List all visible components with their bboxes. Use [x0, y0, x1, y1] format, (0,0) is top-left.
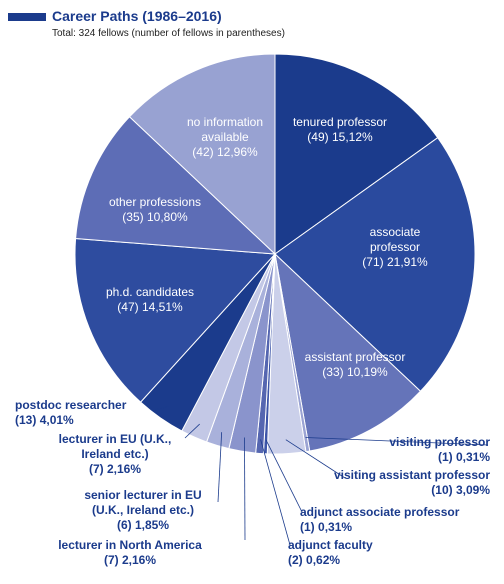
percent-label: 14,51% [141, 300, 183, 314]
percent-label: 1,85% [134, 518, 170, 532]
category-label: senior lecturer in EU (U.K., Ireland etc… [84, 488, 202, 517]
leader-line [184, 423, 200, 439]
leader-line [305, 437, 489, 446]
leader-line [285, 439, 346, 479]
category-label: other professions [108, 195, 202, 209]
pie-slice [74, 237, 277, 403]
category-label: associate professor [369, 225, 421, 254]
count-label: (6) [116, 518, 132, 532]
leader-line [265, 439, 303, 513]
chart-subtitle: Total: 324 fellows (number of fellows in… [52, 28, 285, 39]
count-label: (33) [322, 365, 344, 379]
slice-label: postdoc researcher (13) 4,01% [15, 398, 155, 428]
slice-label: lecturer in North America (7) 2,16% [30, 538, 230, 568]
percent-label: 0,62% [306, 553, 341, 567]
slice-label: assistant professor (33) 10,19% [300, 350, 410, 380]
pie-slice [274, 137, 476, 392]
percent-label: 10,80% [146, 210, 188, 224]
category-label: visiting professor [389, 435, 490, 449]
chart-title: Career Paths (1986–2016) [52, 8, 222, 24]
category-label: lecturer in EU (U.K., Ireland etc.) [58, 432, 172, 461]
count-label: (71) [362, 255, 384, 269]
slice-label: other professions (35) 10,80% [95, 195, 215, 225]
pie-slice [128, 53, 276, 256]
count-label: (49) [307, 130, 329, 144]
percent-label: 12,96% [216, 145, 258, 159]
count-label: (7) [88, 462, 104, 476]
percent-label: 0,31% [318, 520, 353, 534]
slice-label: tenured professor (49) 15,12% [285, 115, 395, 145]
count-label: (1) [437, 450, 453, 464]
count-label: (35) [122, 210, 144, 224]
category-label: adjunct faculty [288, 538, 373, 552]
pie-slice [75, 116, 277, 255]
slice-label: lecturer in EU (U.K., Ireland etc.) (7) 2… [40, 432, 190, 477]
percent-label: 10,19% [346, 365, 388, 379]
slice-label: no information available (42) 12,96% [170, 115, 280, 160]
percent-label: 21,91% [386, 255, 428, 269]
slice-label: ph.d. candidates (47) 14,51% [95, 285, 205, 315]
percent-label: 2,16% [121, 553, 157, 567]
slice-label: visiting assistant professor (10) 3,09% [310, 468, 490, 498]
slice-label: senior lecturer in EU (U.K., Ireland etc… [68, 488, 218, 533]
category-label: adjunct associate professor [300, 505, 460, 519]
category-label: postdoc researcher [15, 398, 127, 412]
count-label: (1) [300, 520, 315, 534]
count-label: (10) [431, 483, 453, 497]
count-label: (2) [288, 553, 303, 567]
category-label: visiting assistant professor [333, 468, 490, 482]
category-label: no information available [186, 115, 264, 144]
category-label: ph.d. candidates [105, 285, 195, 299]
count-label: (7) [103, 553, 119, 567]
percent-label: 4,01% [39, 413, 74, 427]
category-label: lecturer in North America [58, 538, 202, 552]
leader-line [260, 439, 291, 546]
pie-slice [274, 252, 422, 452]
leader-line [217, 432, 223, 503]
percent-label: 2,16% [106, 462, 142, 476]
percent-label: 0,31% [455, 450, 490, 464]
percent-label: 15,12% [331, 130, 373, 144]
slice-label: adjunct associate professor (1) 0,31% [300, 505, 490, 535]
title-marker [8, 13, 46, 21]
slice-label: associate professor (71) 21,91% [345, 225, 445, 270]
category-label: tenured professor [292, 115, 388, 129]
leader-line [244, 437, 246, 541]
percent-label: 3,09% [455, 483, 490, 497]
count-label: (13) [15, 413, 37, 427]
category-label: assistant professor [304, 350, 406, 364]
pie-slice [274, 53, 439, 255]
slice-label: adjunct faculty (2) 0,62% [288, 538, 408, 568]
count-label: (47) [117, 300, 139, 314]
slice-label: visiting professor (1) 0,31% [330, 435, 490, 465]
count-label: (42) [192, 145, 214, 159]
leader-line [154, 405, 169, 411]
